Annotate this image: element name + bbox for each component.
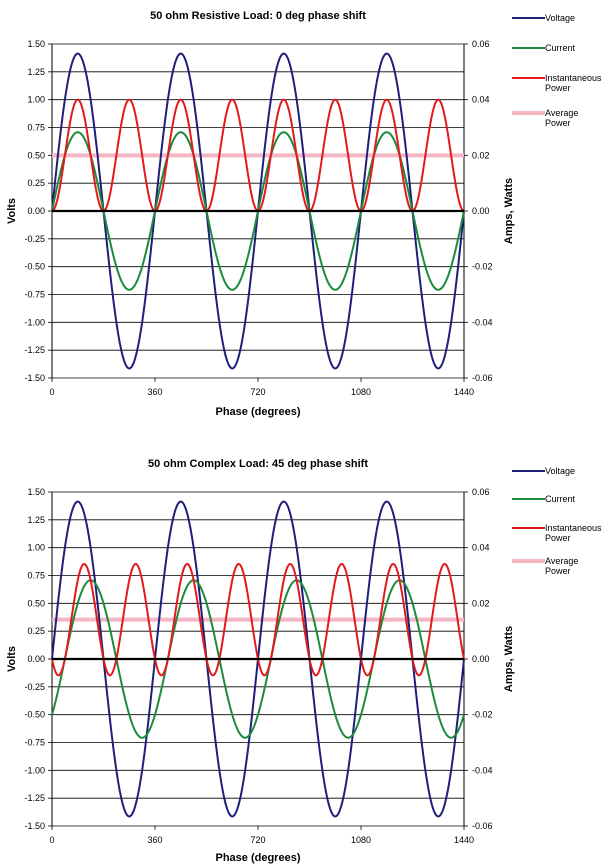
y2-tick-label: 0.00 [472, 654, 490, 664]
chart-title: 50 ohm Complex Load: 45 deg phase shift [148, 458, 368, 470]
legend-label-instantaneous-power: Power [545, 533, 571, 543]
y2-tick-label: -0.04 [472, 317, 493, 327]
legend-label-instantaneous-power: Instantaneous [545, 523, 602, 533]
y-tick-label: 0.50 [27, 598, 45, 608]
legend-label-average-power: Average [545, 108, 578, 118]
y-tick-label: -0.75 [24, 290, 45, 300]
y-tick-label: -0.50 [24, 262, 45, 272]
x-tick-label: 720 [250, 835, 265, 845]
legend-label-current: Current [545, 43, 576, 53]
y-tick-label: -1.00 [24, 317, 45, 327]
legend-label-instantaneous-power: Power [545, 83, 571, 93]
x-tick-label: 360 [147, 387, 162, 397]
x-tick-label: 1440 [454, 835, 474, 845]
y2-tick-label: -0.02 [472, 710, 493, 720]
y-tick-label: -0.75 [24, 738, 45, 748]
y-tick-label: 1.50 [27, 39, 45, 49]
x-tick-label: 1440 [454, 387, 474, 397]
y-tick-label: 1.50 [27, 487, 45, 497]
chart-2: 50 ohm Complex Load: 45 deg phase shift 1… [6, 458, 602, 864]
legend-label-voltage: Voltage [545, 13, 575, 23]
y2-axis-label: Amps, Watts [503, 626, 515, 692]
y-tick-label: 0.00 [27, 206, 45, 216]
y2-tick-label: -0.02 [472, 262, 493, 272]
legend-label-voltage: Voltage [545, 466, 575, 476]
y-tick-label: -1.50 [24, 821, 45, 831]
x-tick-label: 1080 [351, 835, 371, 845]
y-tick-label: -0.25 [24, 682, 45, 692]
y-tick-label: -1.25 [24, 793, 45, 803]
y-tick-label: 0.25 [27, 626, 45, 636]
y-tick-label: 0.75 [27, 123, 45, 133]
y2-tick-label: 0.00 [472, 206, 490, 216]
y-axis-label: Volts [6, 646, 18, 672]
legend-label-average-power: Power [545, 118, 571, 128]
y-tick-label: -1.25 [24, 345, 45, 355]
legend: VoltageCurrentInstantaneousPowerAverageP… [512, 466, 602, 576]
y-tick-label: 1.25 [27, 515, 45, 525]
legend-label-instantaneous-power: Instantaneous [545, 73, 602, 83]
y-tick-label: 0.75 [27, 571, 45, 581]
chart-1: 50 ohm Resistive Load: 0 deg phase shift… [6, 10, 602, 418]
legend-label-average-power: Power [545, 566, 571, 576]
x-axis-label: Phase (degrees) [216, 406, 301, 418]
x-tick-label: 0 [49, 835, 54, 845]
y2-tick-label: -0.06 [472, 821, 493, 831]
x-tick-label: 0 [49, 387, 54, 397]
legend: VoltageCurrentInstantaneousPowerAverageP… [512, 13, 602, 128]
y-tick-label: 1.25 [27, 67, 45, 77]
y2-tick-label: 0.06 [472, 39, 490, 49]
x-tick-label: 360 [147, 835, 162, 845]
y2-tick-label: 0.04 [472, 543, 490, 553]
y-tick-label: -0.50 [24, 710, 45, 720]
y2-tick-label: 0.02 [472, 150, 490, 160]
legend-label-average-power: Average [545, 556, 578, 566]
y-tick-label: 0.50 [27, 150, 45, 160]
y2-tick-label: 0.06 [472, 487, 490, 497]
y-tick-label: -0.25 [24, 234, 45, 244]
y2-tick-label: -0.06 [472, 373, 493, 383]
x-tick-label: 720 [250, 387, 265, 397]
y2-tick-label: -0.04 [472, 765, 493, 775]
y-tick-label: -1.00 [24, 765, 45, 775]
y2-tick-label: 0.02 [472, 598, 490, 608]
y-tick-label: -1.50 [24, 373, 45, 383]
y2-axis-label: Amps, Watts [503, 178, 515, 244]
y-tick-label: 0.25 [27, 178, 45, 188]
chart-title: 50 ohm Resistive Load: 0 deg phase shift [150, 10, 366, 22]
y-tick-label: 1.00 [27, 95, 45, 105]
y-tick-label: 0.00 [27, 654, 45, 664]
x-axis-label: Phase (degrees) [216, 852, 301, 864]
y-axis-label: Volts [6, 198, 18, 224]
y2-tick-label: 0.04 [472, 95, 490, 105]
y-tick-label: 1.00 [27, 543, 45, 553]
x-tick-label: 1080 [351, 387, 371, 397]
legend-label-current: Current [545, 494, 576, 504]
series-current [51, 579, 465, 739]
